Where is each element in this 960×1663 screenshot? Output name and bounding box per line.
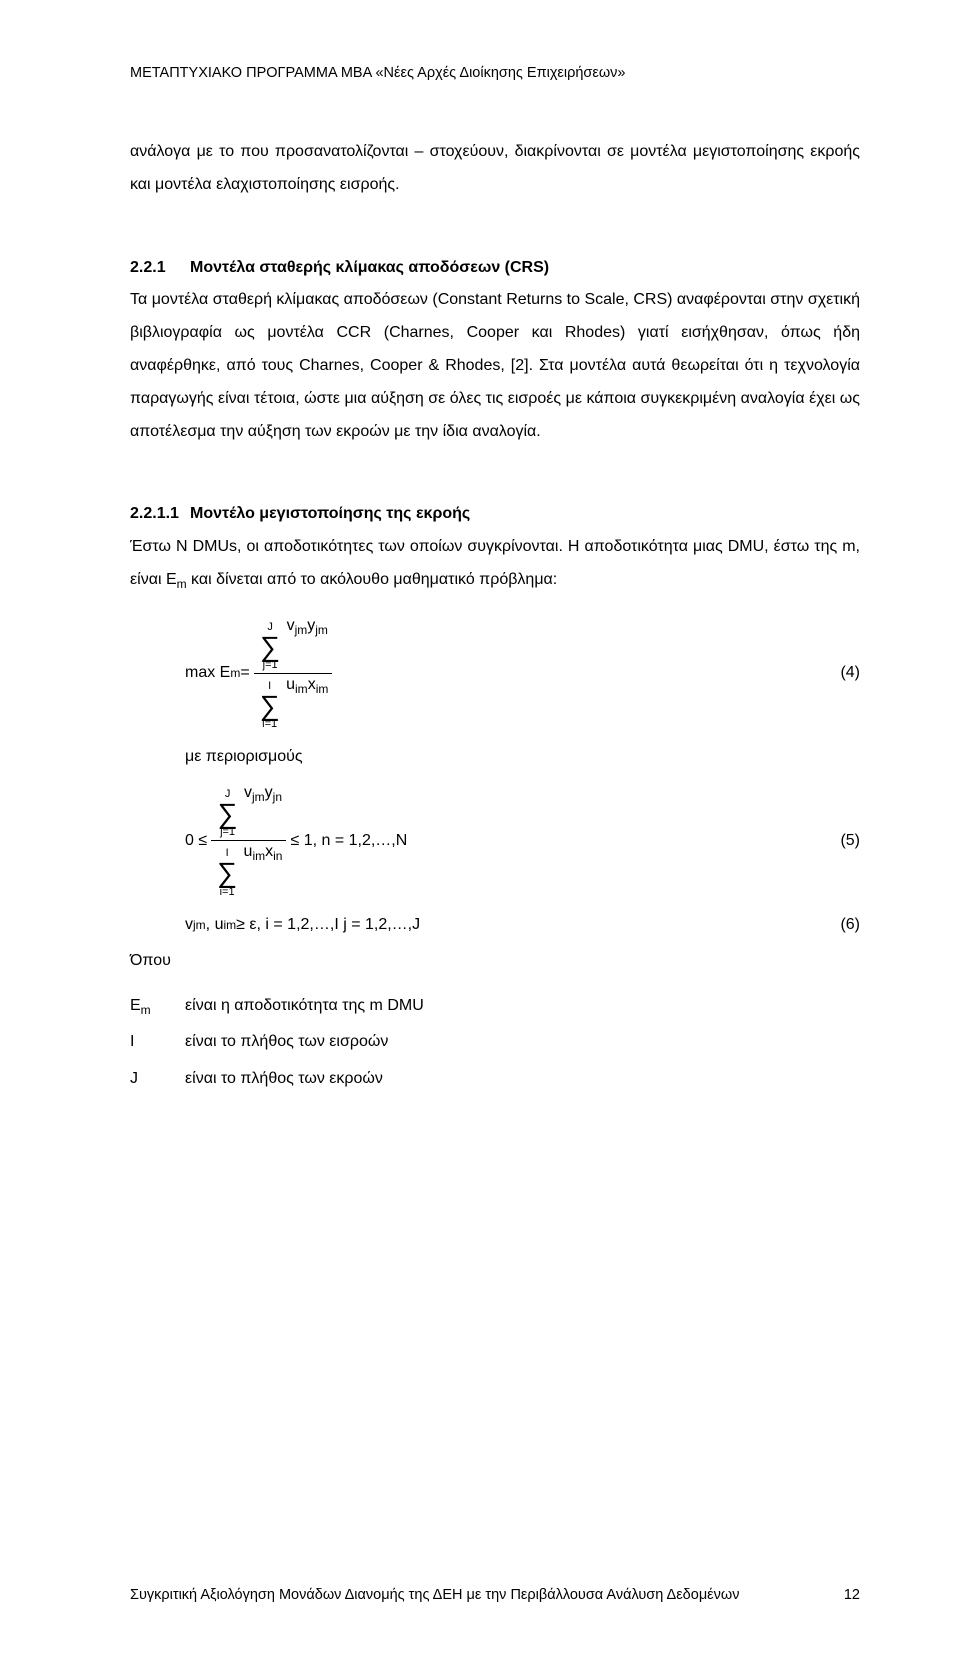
equation-5: 0 ≤ J∑j=1 vjmyjn I∑i=1 uimxin ≤ 1, n = 1… [185,784,860,897]
subsection-number: 2.2.1.1 [130,498,190,531]
equation-4: max Em = J∑j=1 vjmyjm I∑i=1 uimxim (4) [185,617,860,730]
definition-text: είναι το πλήθος των εισροών [185,1024,388,1061]
definition-symbol: J [130,1061,185,1098]
definition-symbol: I [130,1024,185,1061]
definition-row-em: Em είναι η αποδοτικότητα της m DMU [130,988,860,1025]
page-footer: Συγκριτική Αξιολόγηση Μονάδων Διανομής τ… [130,1587,860,1603]
definition-symbol: Em [130,988,185,1025]
equation-6: vjm, uim ≥ ε, i = 1,2,…,I j = 1,2,…,J (6… [185,916,860,934]
definition-row-j: J είναι το πλήθος των εκροών [130,1061,860,1098]
section-body-crs: Τα μοντέλα σταθερή κλίμακας αποδόσεων (C… [130,284,860,448]
equation-6-content: vjm, uim ≥ ε, i = 1,2,…,I j = 1,2,…,J [185,916,420,934]
equation-number-4: (4) [840,664,860,682]
subsection-title: Μοντέλο μεγιστοποίησης της εκροής [190,505,470,522]
definitions-list: Em είναι η αποδοτικότητα της m DMU I είν… [130,988,860,1098]
intro-paragraph: ανάλογα με το που προσανατολίζονται – στ… [130,136,860,202]
definition-text: είναι η αποδοτικότητα της m DMU [185,988,424,1025]
equation-4-content: max Em = J∑j=1 vjmyjm I∑i=1 uimxim [185,617,336,730]
section-number: 2.2.1 [130,252,190,285]
section-heading-crs: 2.2.1Μοντέλα σταθερής κλίμακας αποδόσεων… [130,252,860,285]
definition-text: είναι το πλήθος των εκροών [185,1061,383,1098]
section-title: Μοντέλα σταθερής κλίμακας αποδόσεων (CRS… [190,259,549,276]
equation-number-6: (6) [840,916,860,934]
subsection-heading: 2.2.1.1Μοντέλο μεγιστοποίησης της εκροής [130,498,860,531]
constraints-label: με περιορισμούς [185,748,860,766]
where-label: Όπου [130,952,860,970]
definition-row-i: I είναι το πλήθος των εισροών [130,1024,860,1061]
equation-number-5: (5) [840,832,860,850]
footer-text: Συγκριτική Αξιολόγηση Μονάδων Διανομής τ… [130,1587,739,1603]
page-header: ΜΕΤΑΠΤΥΧΙΑΚΟ ΠΡΟΓΡΑΜΜΑ MBA «Νέες Αρχές Δ… [130,65,860,81]
equation-5-content: 0 ≤ J∑j=1 vjmyjn I∑i=1 uimxin ≤ 1, n = 1… [185,784,407,897]
page-number: 12 [844,1587,860,1603]
subsection-body: Έστω N DMUs, οι αποδοτικότητες των οποίω… [130,531,860,597]
